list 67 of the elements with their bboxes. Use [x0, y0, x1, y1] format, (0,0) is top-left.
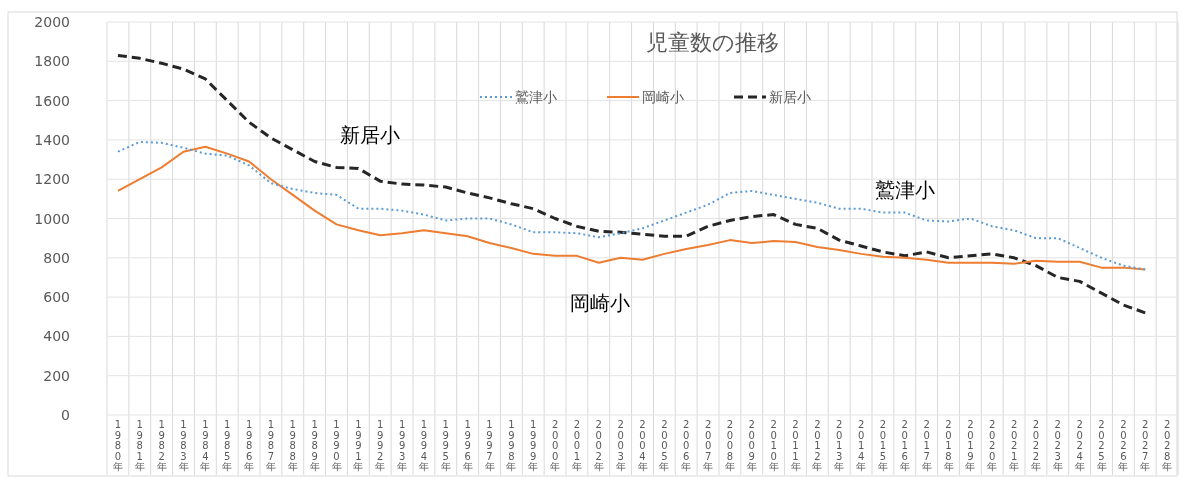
x-tick-label: 2012年 — [812, 419, 823, 472]
x-tick-label: 1981年 — [134, 419, 145, 472]
x-tick-label: 1991年 — [353, 419, 364, 472]
x-tick-label: 2018年 — [943, 419, 954, 472]
x-tick-label: 2009年 — [746, 419, 757, 472]
y-tick-label: 1000 — [34, 210, 70, 227]
y-tick-label: 1200 — [34, 171, 70, 188]
legend-label: 新居小 — [769, 89, 811, 105]
x-tick-label: 2013年 — [834, 419, 845, 472]
x-tick-label: 2008年 — [724, 419, 735, 472]
legend-label: 岡崎小 — [642, 89, 684, 105]
x-tick-label: 1997年 — [484, 419, 495, 472]
x-tick-label: 1994年 — [418, 419, 429, 472]
x-tick-label: 2004年 — [637, 419, 648, 472]
y-tick-label: 0 — [61, 407, 70, 423]
x-tick-label: 1987年 — [265, 419, 276, 472]
y-tick-label: 2000 — [34, 14, 70, 30]
x-tick-label: 1999年 — [528, 419, 539, 472]
x-tick-label: 2001年 — [571, 419, 582, 472]
x-tick-label: 2000年 — [550, 419, 561, 472]
y-tick-label: 1400 — [34, 131, 70, 148]
annotation: 岡崎小 — [570, 291, 630, 315]
x-tick-label: 2016年 — [899, 419, 910, 472]
y-tick-label: 800 — [43, 249, 70, 266]
x-tick-label: 1992年 — [375, 419, 386, 472]
x-tick-label: 2028年 — [1162, 419, 1173, 472]
x-tick-label: 2020年 — [987, 419, 998, 472]
x-tick-label: 2005年 — [659, 419, 670, 472]
x-tick-label: 2025年 — [1096, 419, 1107, 472]
y-tick-label: 600 — [43, 289, 70, 306]
x-tick-label: 1985年 — [222, 419, 233, 472]
x-tick-label: 2002年 — [593, 419, 604, 472]
x-tick-label: 1980年 — [112, 419, 123, 472]
x-tick-label: 1990年 — [331, 419, 342, 472]
x-tick-label: 2022年 — [1030, 419, 1041, 472]
annotation: 新居小 — [340, 123, 400, 147]
x-tick-label: 2023年 — [1052, 419, 1063, 472]
x-tick-label: 2017年 — [921, 419, 932, 472]
x-tick-label: 1995年 — [440, 419, 451, 472]
x-tick-label: 1986年 — [244, 419, 255, 472]
x-tick-label: 2021年 — [1009, 419, 1020, 472]
x-tick-label: 2019年 — [965, 419, 976, 472]
y-tick-label: 1800 — [34, 53, 70, 70]
x-tick-label: 2006年 — [681, 419, 692, 472]
y-tick-label: 1600 — [34, 92, 70, 109]
x-tick-label: 2003年 — [615, 419, 626, 472]
x-tick-label: 1993年 — [397, 419, 408, 472]
x-tick-label: 1984年 — [200, 419, 211, 472]
x-tick-label: 2015年 — [877, 419, 888, 472]
x-tick-label: 1996年 — [462, 419, 473, 472]
x-tick-label: 2010年 — [768, 419, 779, 472]
x-tick-label: 2014年 — [856, 419, 867, 472]
x-tick-label: 2024年 — [1074, 419, 1085, 472]
legend-label: 鷲津小 — [515, 89, 557, 105]
y-tick-label: 200 — [43, 367, 70, 384]
x-tick-label: 2011年 — [790, 419, 801, 472]
annotation: 鷲津小 — [875, 178, 935, 202]
x-tick-label: 1989年 — [309, 419, 320, 472]
x-tick-label: 1983年 — [178, 419, 189, 472]
chart-title: 児童数の推移 — [646, 30, 779, 55]
y-tick-label: 400 — [43, 328, 70, 345]
x-tick-label: 2007年 — [703, 419, 714, 472]
x-tick-label: 2026年 — [1118, 419, 1129, 472]
x-tick-label: 1982年 — [156, 419, 167, 472]
x-tick-label: 2027年 — [1140, 419, 1151, 472]
x-tick-label: 1998年 — [506, 419, 517, 472]
x-tick-label: 1988年 — [287, 419, 298, 472]
